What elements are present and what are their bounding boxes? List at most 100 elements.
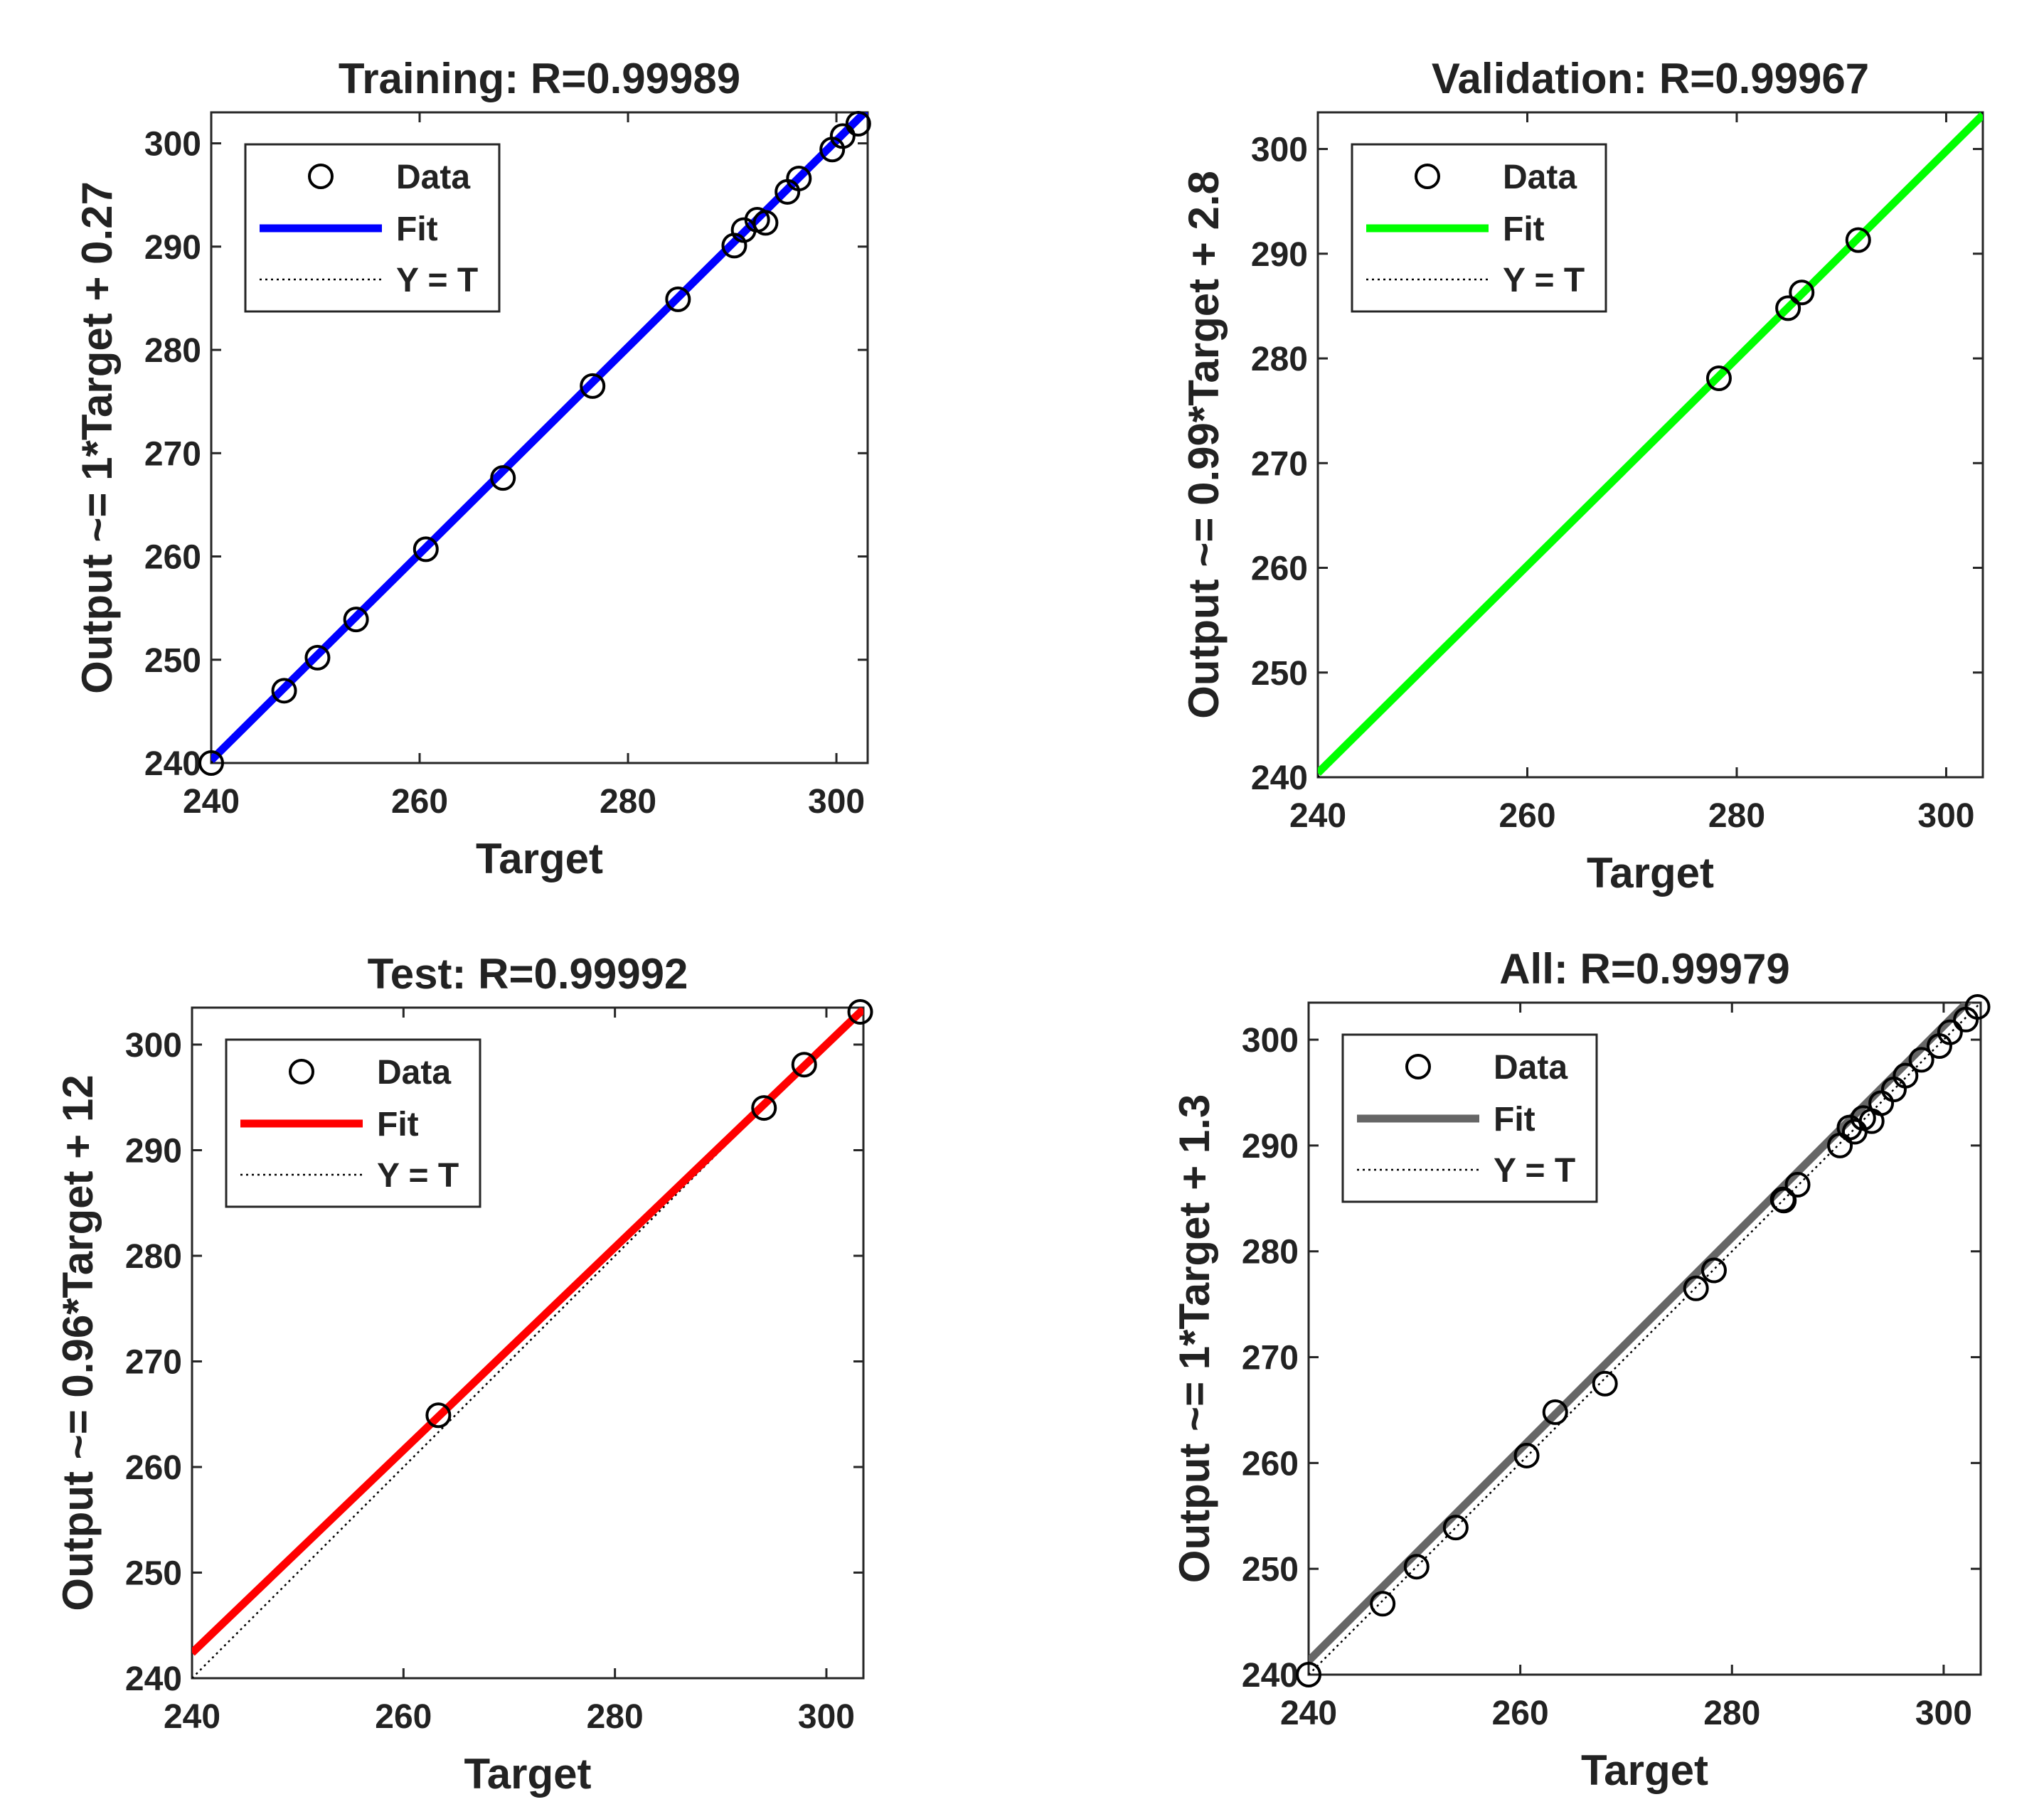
data-point (1683, 1275, 1709, 1301)
y-tick-label: 250 (1251, 655, 1308, 693)
legend (1341, 1033, 1598, 1203)
x-tick-label: 240 (183, 783, 240, 821)
y-tick-label: 270 (1242, 1340, 1299, 1377)
legend-label-fit: Fit (396, 210, 438, 248)
x-tick-label: 240 (1280, 1695, 1337, 1732)
y-tick-label: 240 (125, 1660, 182, 1698)
x-tick-label: 240 (1289, 797, 1346, 835)
y-tick-label: 290 (125, 1132, 182, 1170)
x-tick-label: 300 (1917, 797, 1974, 835)
y-tick-label: 250 (144, 642, 201, 680)
data-points (1296, 993, 1991, 1687)
y-axis-label: Output ~= 0.96*Target + 12 (54, 1074, 102, 1611)
data-points (1705, 227, 1871, 391)
x-tick-label: 280 (587, 1698, 644, 1736)
x-tick-label: 300 (808, 783, 865, 821)
x-tick-label: 260 (391, 783, 448, 821)
y-axis-label: Output ~= 1*Target + 0.27 (73, 181, 121, 694)
data-point (1784, 1171, 1811, 1197)
legend-label-fit: Fit (1494, 1101, 1535, 1138)
data-point (1908, 1047, 1934, 1073)
legend-label-data: Data (377, 1054, 451, 1092)
y-tick-label: 290 (144, 229, 201, 267)
y-tick-label: 240 (144, 745, 201, 783)
y-tick-label: 280 (125, 1238, 182, 1276)
y-tick-label: 270 (144, 435, 201, 473)
data-point (1542, 1399, 1568, 1425)
legend-marker-data (1405, 1054, 1431, 1079)
data-point (1845, 227, 1871, 253)
x-tick-label: 260 (1499, 797, 1555, 835)
y-axis-label: Output ~= 0.99*Target + 2.8 (1180, 171, 1228, 719)
chart-title: All: R=0.99979 (1499, 945, 1790, 993)
legend-label-identity: Y = T (377, 1157, 459, 1195)
data-point (1700, 1257, 1727, 1284)
legend-marker-data (289, 1059, 314, 1084)
panel-validation: Validation: R=0.99967 Target Output ~= 0… (1180, 55, 1984, 897)
data-points (425, 998, 873, 1429)
data-point (751, 1095, 777, 1121)
x-axis-label: Target (464, 1750, 592, 1798)
y-tick-label: 290 (1242, 1128, 1299, 1165)
y-axis-label: Output ~= 1*Target + 1.3 (1171, 1094, 1218, 1583)
x-tick-label: 300 (798, 1698, 855, 1736)
x-tick-label: 280 (600, 783, 656, 821)
fit-line (211, 112, 868, 763)
data-point (1775, 295, 1801, 321)
data-point (752, 210, 779, 236)
x-tick-label: 280 (1708, 797, 1765, 835)
chart-title: Validation: R=0.99967 (1432, 55, 1869, 102)
data-point (829, 123, 856, 149)
legend-label-identity: Y = T (1503, 262, 1585, 299)
legend (244, 143, 501, 313)
data-point (271, 678, 297, 704)
data-point (1789, 279, 1815, 306)
panel-training: Training: R=0.99989 Target Output ~= 1*T… (73, 55, 871, 882)
y-tick-label: 250 (1242, 1551, 1299, 1589)
data-point (665, 286, 691, 312)
data-point (1442, 1515, 1469, 1541)
legend-label-fit: Fit (377, 1106, 419, 1143)
chart-title: Training: R=0.99989 (339, 55, 740, 102)
data-point (1296, 1662, 1321, 1687)
data-point (580, 373, 606, 399)
legend-marker-data (1415, 164, 1440, 189)
data-point (1705, 366, 1732, 391)
data-point (198, 750, 224, 776)
data-point (786, 165, 812, 191)
data-point (791, 1052, 817, 1078)
legend (1351, 143, 1607, 313)
x-axis-label: Target (476, 835, 603, 882)
y-tick-label: 300 (1251, 132, 1308, 169)
y-tick-label: 260 (144, 539, 201, 577)
y-tick-label: 260 (1242, 1445, 1299, 1483)
data-point (1592, 1370, 1618, 1397)
data-point (1893, 1062, 1919, 1089)
data-point (304, 644, 331, 671)
y-tick-label: 270 (1251, 445, 1308, 483)
data-point (1964, 993, 1991, 1020)
data-point (412, 536, 439, 562)
y-tick-label: 270 (125, 1343, 182, 1381)
legend-label-identity: Y = T (396, 262, 478, 299)
x-tick-label: 260 (1492, 1695, 1549, 1732)
data-point (1403, 1554, 1430, 1580)
fit-line (192, 1008, 863, 1656)
legend-label-data: Data (1494, 1049, 1567, 1087)
data-point (1937, 1019, 1963, 1045)
data-point (845, 110, 871, 137)
data-points (198, 110, 871, 776)
data-point (1868, 1090, 1895, 1116)
x-tick-label: 280 (1703, 1695, 1760, 1732)
y-tick-label: 300 (125, 1027, 182, 1065)
y-tick-label: 280 (144, 332, 201, 370)
y-tick-label: 280 (1251, 341, 1308, 378)
data-point (1771, 1188, 1797, 1214)
y-tick-label: 260 (125, 1449, 182, 1487)
y-tick-label: 240 (1251, 759, 1308, 797)
y-tick-label: 260 (1251, 550, 1308, 588)
x-tick-label: 260 (375, 1698, 432, 1736)
legend-label-data: Data (1503, 159, 1577, 196)
data-point (1370, 1591, 1396, 1617)
